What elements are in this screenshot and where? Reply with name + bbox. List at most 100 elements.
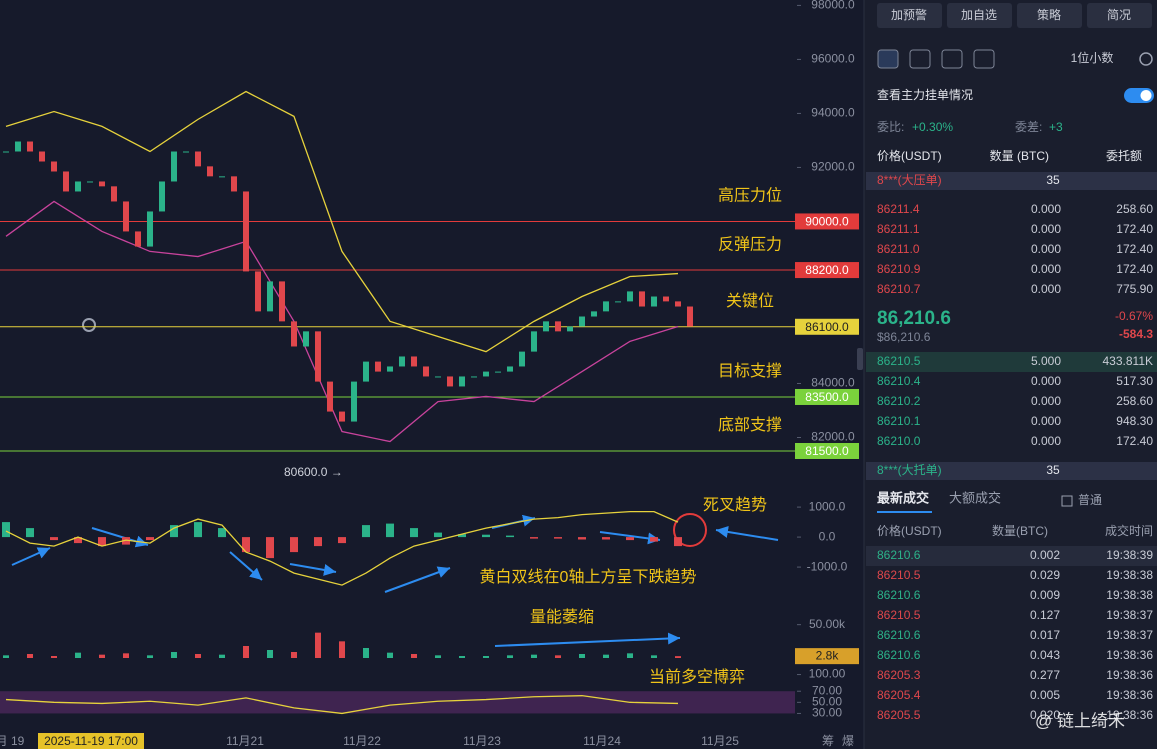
book-price: 86210.5 xyxy=(877,354,921,368)
macd-bar xyxy=(434,532,442,538)
crosshair-dot xyxy=(82,318,96,332)
y-tick-label: 50.00k xyxy=(809,617,846,631)
candle xyxy=(663,296,669,302)
candle xyxy=(555,321,561,332)
trade-time: 19:38:36 xyxy=(1106,648,1153,662)
lower-band xyxy=(5,200,679,443)
corner-label: 爆 xyxy=(842,734,854,748)
trade-price: 86210.5 xyxy=(877,608,921,622)
candle xyxy=(123,201,129,232)
button[interactable] xyxy=(947,3,1012,28)
candle xyxy=(231,176,237,192)
macd-bar xyxy=(650,537,658,542)
candle xyxy=(363,361,369,382)
cursor-tag xyxy=(38,733,144,749)
trade-price: 86205.4 xyxy=(877,688,921,702)
candle xyxy=(387,366,393,372)
candle xyxy=(255,271,261,312)
view-icon[interactable] xyxy=(973,49,995,69)
trade-price: 86210.6 xyxy=(877,648,921,662)
book-price: 86210.1 xyxy=(877,414,921,428)
candle xyxy=(303,331,309,347)
macd-bar xyxy=(242,537,250,553)
volume-bar xyxy=(147,655,153,658)
diff-value: +3 xyxy=(1049,120,1063,134)
level-tag xyxy=(795,318,859,335)
volume-note: 量能萎缩 xyxy=(530,608,594,626)
candle xyxy=(411,356,417,367)
col-header: 价格(USDT) xyxy=(877,148,942,163)
col-header: 数量(BTC) xyxy=(992,523,1048,538)
y-tick-label: 70.00 xyxy=(812,683,842,697)
settings-icon[interactable] xyxy=(1139,52,1153,66)
book-price: 86210.7 xyxy=(877,282,921,296)
trade-qty: 0.020 xyxy=(1030,708,1060,722)
candle xyxy=(567,326,573,332)
tab-underline xyxy=(877,511,932,513)
volume-bar xyxy=(123,653,129,658)
volume-bar xyxy=(51,656,57,658)
candle xyxy=(507,366,513,372)
macd-bar xyxy=(674,537,682,547)
diff-label: 委差: xyxy=(1015,120,1042,134)
candle xyxy=(375,361,381,372)
volume-bar xyxy=(459,656,465,658)
book-qty: 0.000 xyxy=(1031,222,1061,236)
y-tick-label: 0.0 xyxy=(819,529,836,543)
button[interactable] xyxy=(1017,3,1082,28)
button-label: 策略 xyxy=(1037,7,1061,22)
side-panel xyxy=(864,0,1157,749)
volume-bar xyxy=(195,654,201,658)
macd-bar xyxy=(602,537,610,540)
y-tick-label: 94000.0 xyxy=(811,106,855,120)
rsi-band xyxy=(0,691,795,714)
macd-bar xyxy=(290,537,298,553)
volume-bar xyxy=(27,654,33,658)
view-icon[interactable] xyxy=(941,49,963,69)
candle xyxy=(459,376,465,387)
y-tick-label: 98000.0 xyxy=(811,0,855,12)
splitter[interactable] xyxy=(857,348,863,370)
volume-bar xyxy=(579,654,585,658)
book-qty: 0.000 xyxy=(1031,374,1061,388)
volume-bar xyxy=(99,654,105,658)
book-amount: 517.30 xyxy=(1116,374,1153,388)
book-qty: 0.000 xyxy=(1031,202,1061,216)
button[interactable] xyxy=(877,3,942,28)
candle xyxy=(51,161,57,172)
button[interactable] xyxy=(1087,3,1152,28)
candle xyxy=(447,376,453,387)
trade-time: 19:38:37 xyxy=(1106,628,1153,642)
trade-price: 86210.6 xyxy=(877,628,921,642)
y-tick-label: 82000.0 xyxy=(811,430,855,444)
book-price: 86210.2 xyxy=(877,394,921,408)
level-label: 88200.0 xyxy=(805,263,849,277)
book-qty: 0.000 xyxy=(1031,282,1061,296)
candle xyxy=(159,181,165,212)
trade-qty: 0.002 xyxy=(1030,548,1060,562)
book-amount: 258.60 xyxy=(1116,394,1153,408)
book-price: 86210.9 xyxy=(877,262,921,276)
candle xyxy=(291,321,297,347)
view-icon[interactable] xyxy=(909,49,931,69)
candle xyxy=(423,366,429,377)
chart-bg xyxy=(0,0,864,749)
book-amount: 172.40 xyxy=(1116,262,1153,276)
trade-qty: 0.009 xyxy=(1030,588,1060,602)
change-abs: -584.3 xyxy=(1119,327,1153,341)
macd-dif xyxy=(5,510,679,586)
candle xyxy=(603,301,609,312)
candle xyxy=(675,301,681,307)
checkbox[interactable] xyxy=(1061,495,1073,507)
volume-bar xyxy=(507,655,513,658)
trade-time: 19:38:38 xyxy=(1106,588,1153,602)
corner-label: 筹 xyxy=(822,734,834,748)
ratio-value: +0.30% xyxy=(912,120,953,134)
volume-bar xyxy=(675,656,681,658)
candle xyxy=(75,181,81,192)
button-label: 简况 xyxy=(1107,8,1131,22)
trade-qty: 0.043 xyxy=(1030,648,1060,662)
book-qty: 5.000 xyxy=(1031,354,1061,368)
candle xyxy=(15,141,21,152)
view-icon[interactable] xyxy=(877,49,899,69)
